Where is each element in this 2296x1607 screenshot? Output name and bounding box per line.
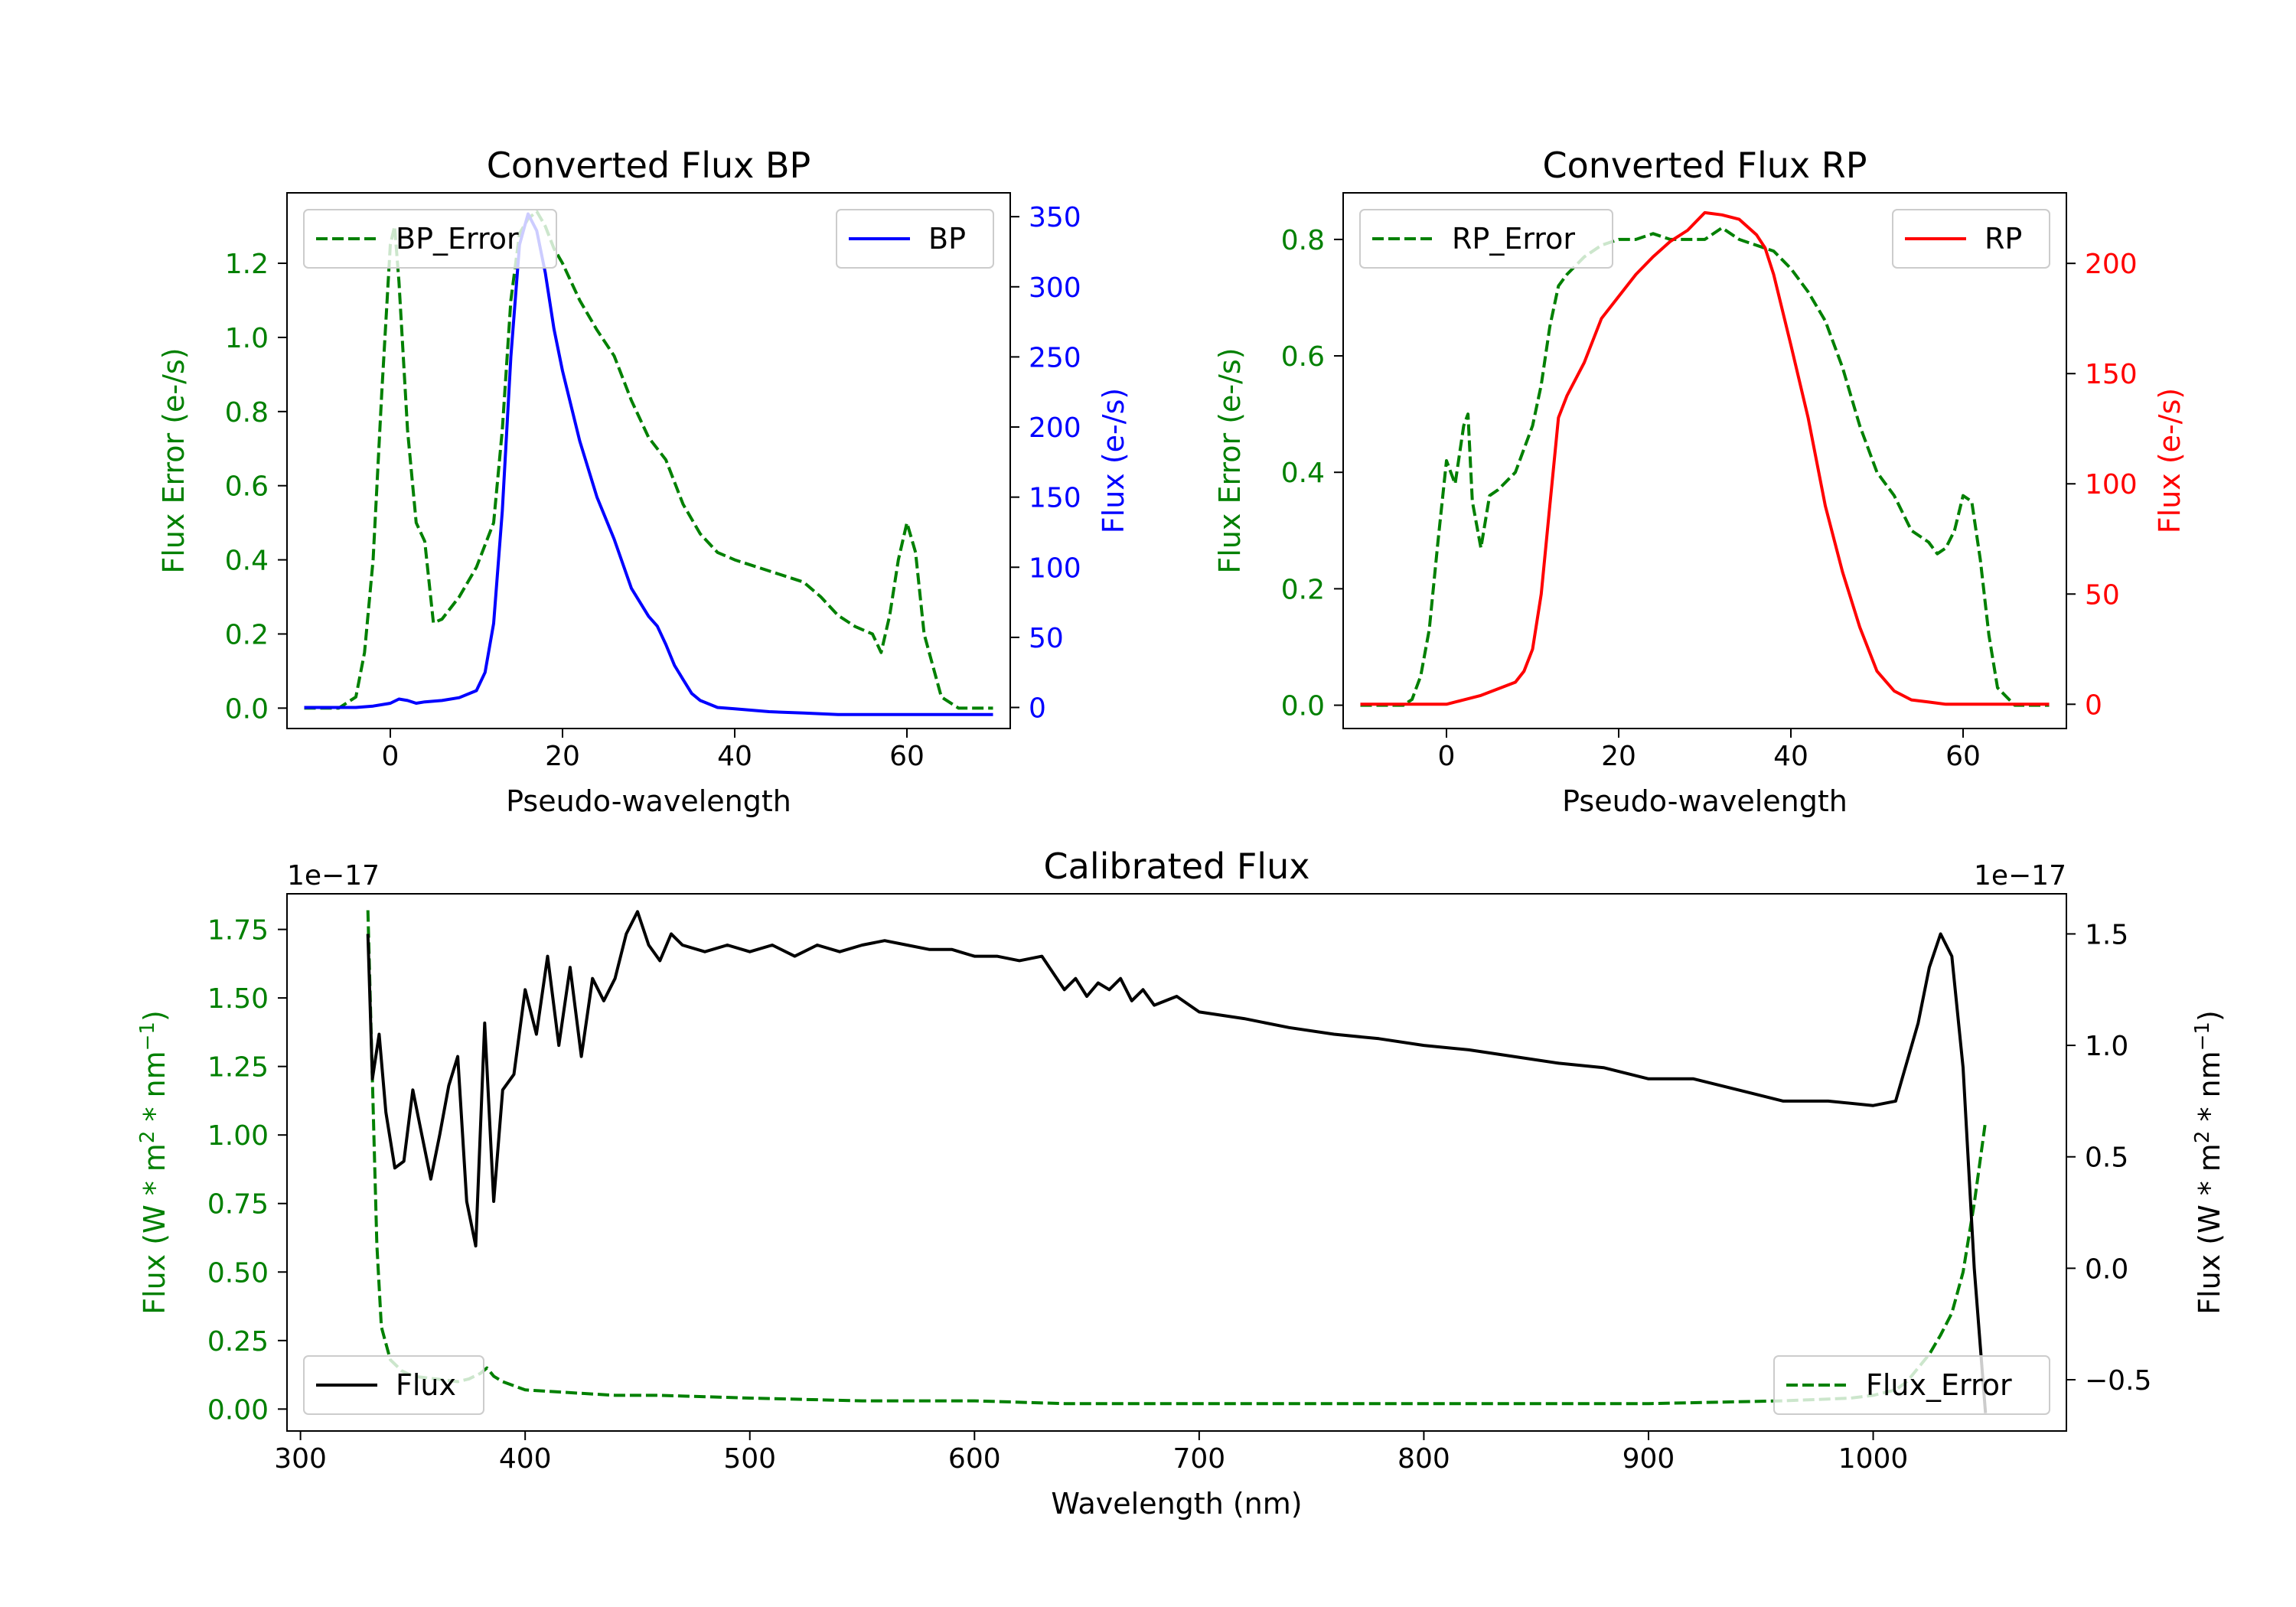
series-line-bp-error [304, 210, 993, 710]
series-line-flux-error [366, 910, 1988, 1406]
legend-box [1359, 209, 1613, 269]
series-line-rp-error [1360, 226, 2050, 707]
plot-frame [1342, 192, 2067, 729]
x-tick-label: 0 [1438, 741, 1456, 772]
legend-rp: RP [1892, 209, 2050, 269]
legend-flux: Flux [303, 1355, 484, 1415]
left-y-tick-label: 1.0 [225, 323, 269, 354]
right-y-axis-label: Flux (e-/s) [2153, 388, 2187, 533]
right-y-tick-label: 0.5 [2085, 1143, 2128, 1174]
left-y-tick-label: 0.00 [207, 1394, 269, 1426]
x-tick-label: 60 [889, 741, 925, 772]
x-tick-label: 40 [717, 741, 752, 772]
legend-flux-error: Flux_Error [1773, 1355, 2050, 1415]
right-offset-text: 1e−17 [1974, 860, 2066, 892]
left-y-tick-label: 0.2 [1281, 574, 1325, 605]
right-y-tick-label: 0 [1029, 693, 1046, 725]
legend-box [1773, 1355, 2050, 1415]
series-line-flux [366, 910, 1988, 1413]
x-tick-label: 600 [948, 1443, 1001, 1475]
left-offset-text: 1e−17 [287, 860, 380, 892]
x-tick-label: 300 [274, 1443, 327, 1475]
x-tick-label: 400 [499, 1443, 552, 1475]
left-y-tick-label: 1.75 [207, 915, 269, 947]
left-y-tick-label: 1.25 [207, 1052, 269, 1084]
left-y-tick-label: 1.00 [207, 1120, 269, 1152]
left-y-tick-label: 0.2 [225, 619, 269, 650]
x-tick-label: 60 [1945, 741, 1981, 772]
right-y-tick-label: 300 [1029, 272, 1081, 304]
legend-label: RP_Error [1452, 222, 1575, 256]
left-y-tick-label: 0.75 [207, 1189, 269, 1221]
left-y-axis-label: Flux (W * m2 * nm−1) [136, 1010, 171, 1315]
legend-label: BP_Error [396, 222, 519, 256]
x-tick-label: 700 [1172, 1443, 1225, 1475]
right-y-tick-label: 200 [1029, 412, 1081, 444]
left-y-tick-label: 0.6 [225, 471, 269, 503]
right-y-tick-label: 150 [2085, 359, 2138, 390]
right-y-tick-label: 200 [2085, 249, 2138, 280]
x-tick-label: 800 [1397, 1443, 1450, 1475]
x-axis-label: Pseudo-wavelength [1562, 784, 1848, 818]
plot-frame [286, 192, 1011, 729]
chart-cal: Calibrated Flux 300 400 500 600 700 800 900 1000… [136, 846, 2226, 1521]
legend-box [303, 209, 557, 269]
right-y-axis-label: Flux (W * m2 * nm−1) [2191, 1010, 2226, 1315]
right-y-tick-label: 150 [1029, 483, 1081, 514]
x-tick-label: 40 [1773, 741, 1808, 772]
right-y-tick-label: 350 [1029, 202, 1081, 233]
legend-box [836, 209, 994, 269]
chart-rp: Converted Flux RP 0 20 40 60 Pseudo-wavelengt… [1213, 145, 2187, 818]
right-y-tick-label: 250 [1029, 342, 1081, 373]
right-y-tick-label: 0.0 [2085, 1253, 2128, 1285]
x-tick-label: 0 [382, 741, 400, 772]
chart-title: Converted Flux RP [1543, 145, 1867, 186]
x-axis-label: Wavelength (nm) [1051, 1487, 1302, 1521]
left-y-tick-label: 0.4 [225, 546, 269, 577]
chart-bp: Converted Flux BP 0 20 40 60 Pseudo-wavelengt… [157, 145, 1130, 818]
left-y-tick-label: 1.2 [225, 249, 269, 280]
series-line-rp [1360, 210, 2050, 706]
left-y-axis-label: Flux Error (e-/s) [1213, 347, 1247, 573]
left-y-axis-label: Flux Error (e-/s) [157, 347, 191, 573]
legend-bp: BP [836, 209, 994, 269]
x-tick-label: 20 [1601, 741, 1636, 772]
x-tick-label: 20 [545, 741, 580, 772]
left-y-tick-label: 0.0 [1281, 691, 1325, 722]
left-y-tick-label: 0.50 [207, 1257, 269, 1289]
x-tick-label: 900 [1623, 1443, 1675, 1475]
left-y-tick-label: 0.25 [207, 1326, 269, 1358]
x-tick-label: 1000 [1838, 1443, 1909, 1475]
plot-frame [286, 893, 2067, 1432]
right-y-tick-label: 100 [2085, 469, 2138, 500]
legend-rp-error: RP_Error [1359, 209, 1613, 269]
right-y-tick-label: 50 [2085, 579, 2120, 611]
legend-label: RP [1985, 222, 2022, 256]
x-tick-label: 500 [723, 1443, 776, 1475]
chart-title: Calibrated Flux [1044, 846, 1310, 887]
legend-box [303, 1355, 484, 1415]
left-y-tick-label: 0.6 [1281, 341, 1325, 373]
left-y-tick-label: 0.8 [1281, 225, 1325, 256]
left-y-tick-label: 1.50 [207, 983, 269, 1015]
series-line-bp [304, 212, 993, 716]
legend-bp-error: BP_Error [303, 209, 557, 269]
chart-title: Converted Flux BP [487, 145, 811, 186]
legend-box [1892, 209, 2050, 269]
left-y-tick-label: 0.8 [225, 397, 269, 429]
legend-label: Flux_Error [1866, 1368, 2012, 1402]
legend-label: Flux [396, 1368, 456, 1402]
right-y-tick-label: 1.0 [2085, 1031, 2128, 1062]
right-y-axis-label: Flux (e-/s) [1097, 388, 1130, 533]
x-axis-label: Pseudo-wavelength [506, 784, 791, 818]
right-y-tick-label: −0.5 [2085, 1365, 2151, 1397]
left-y-tick-label: 0.0 [225, 693, 269, 725]
left-y-tick-label: 0.4 [1281, 458, 1325, 489]
right-y-tick-label: 1.5 [2085, 919, 2128, 950]
right-y-tick-label: 50 [1029, 623, 1064, 654]
right-y-tick-label: 100 [1029, 553, 1081, 584]
right-y-tick-label: 0 [2085, 689, 2102, 721]
legend-label: BP [928, 222, 966, 256]
